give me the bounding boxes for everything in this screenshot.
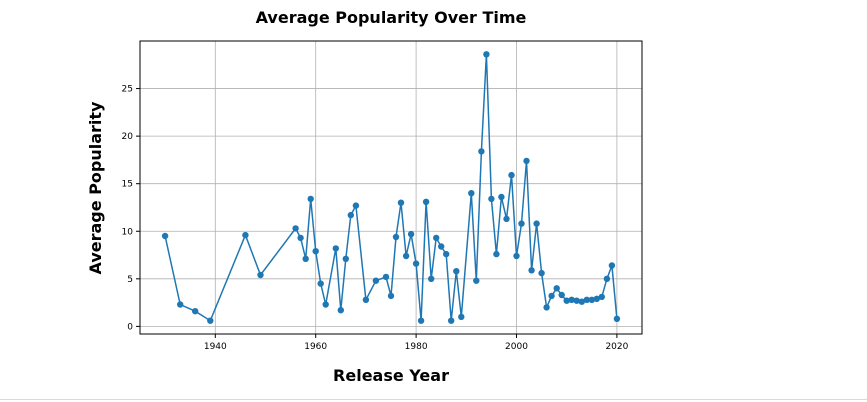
data-point: [598, 293, 605, 301]
data-point: [478, 148, 485, 155]
data-point: [422, 198, 430, 205]
y-tick-label: 25: [122, 85, 133, 95]
data-point: [608, 262, 616, 269]
x-tick-label: 1960: [304, 342, 327, 352]
data-point: [533, 220, 540, 227]
data-point: [342, 255, 349, 262]
data-point: [458, 313, 465, 321]
data-point: [382, 273, 390, 281]
data-point: [207, 317, 214, 324]
data-point: [543, 304, 550, 311]
data-point: [397, 199, 405, 206]
y-tick-label: 0: [127, 322, 133, 332]
data-point: [372, 277, 380, 284]
data-point: [362, 296, 370, 303]
data-point: [593, 295, 600, 302]
data-point: [347, 211, 354, 219]
data-point: [613, 315, 621, 322]
data-point: [387, 292, 395, 300]
data-point: [523, 157, 530, 165]
data-point: [438, 243, 445, 250]
data-point: [508, 171, 515, 179]
data-point: [538, 269, 545, 277]
data-point: [443, 250, 450, 258]
data-point: [317, 280, 324, 287]
axes: 1940 1960 1980 2000 2020 0 5 10 15 20 25: [122, 85, 629, 352]
data-point: [392, 233, 400, 241]
data-point: [337, 307, 344, 314]
data-point: [302, 255, 309, 262]
data-point: [292, 225, 299, 232]
y-tick-label: 5: [127, 275, 133, 285]
data-point: [498, 193, 505, 201]
data-point: [161, 232, 169, 240]
data-point: [448, 317, 455, 324]
data-point: [352, 202, 360, 209]
data-point: [407, 230, 415, 238]
data-points: [161, 51, 621, 324]
x-tick-label: 2020: [605, 342, 628, 352]
x-axis-label: Release Year: [333, 366, 449, 385]
data-point: [488, 195, 495, 203]
data-point: [257, 271, 264, 279]
data-point: [332, 245, 339, 252]
data-point: [473, 277, 480, 284]
data-point: [568, 296, 575, 303]
data-point: [242, 231, 249, 239]
data-point: [322, 301, 329, 308]
series-line: [164, 54, 618, 322]
data-point: [528, 267, 535, 274]
data-point: [518, 220, 525, 227]
y-axis-label: Average Popularity: [86, 101, 105, 275]
y-tick-label: 15: [122, 180, 133, 190]
x-tick-label: 1940: [204, 342, 227, 352]
data-point: [603, 275, 611, 282]
data-point: [558, 291, 565, 299]
data-point: [563, 297, 570, 304]
bottom-divider: [0, 399, 867, 400]
data-point: [312, 248, 319, 255]
y-tick-label: 20: [122, 132, 134, 142]
data-point: [588, 296, 595, 303]
data-point: [412, 260, 420, 267]
grid: [140, 41, 642, 334]
data-point: [493, 250, 500, 258]
data-point: [583, 296, 590, 303]
data-point: [573, 297, 580, 304]
data-point: [307, 195, 314, 203]
data-point: [548, 292, 555, 300]
data-point: [433, 234, 440, 242]
data-point: [578, 298, 585, 305]
data-point: [417, 317, 425, 324]
data-point: [428, 275, 435, 282]
y-tick-label: 10: [122, 227, 134, 237]
chart-title: Average Popularity Over Time: [256, 8, 527, 27]
data-point: [177, 301, 184, 308]
data-point: [483, 51, 490, 58]
data-point: [503, 215, 510, 223]
data-point: [453, 268, 460, 275]
plot-frame: [139, 40, 643, 335]
x-tick-label: 1980: [405, 342, 428, 352]
data-point: [297, 234, 304, 242]
data-point: [402, 252, 410, 260]
data-point: [513, 252, 520, 260]
x-tick-label: 2000: [505, 342, 528, 352]
data-point: [192, 308, 199, 315]
data-point: [553, 285, 560, 292]
data-point: [468, 190, 475, 197]
